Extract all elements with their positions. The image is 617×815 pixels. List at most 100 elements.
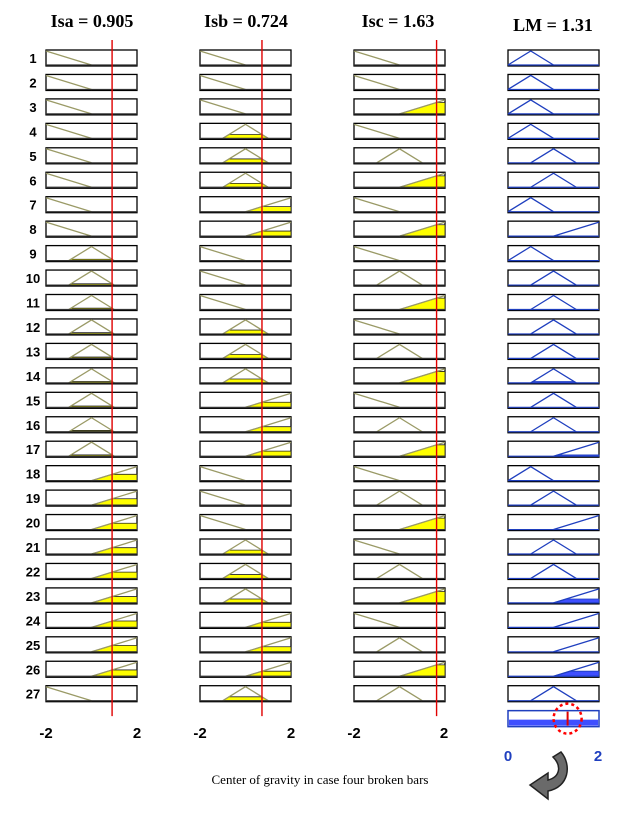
tick-isc-min: -2 bbox=[347, 725, 360, 742]
membership-curve bbox=[91, 588, 138, 604]
cell-box bbox=[507, 440, 600, 458]
membership-curve bbox=[353, 539, 400, 555]
cell-box bbox=[507, 513, 600, 532]
cell-box bbox=[199, 513, 292, 532]
membership-curve bbox=[353, 319, 400, 335]
membership-curve bbox=[353, 50, 400, 66]
cell-box bbox=[507, 489, 600, 507]
membership-curve bbox=[199, 99, 246, 115]
rule-cell bbox=[353, 342, 446, 361]
rule-cell bbox=[199, 587, 292, 605]
rule-cell bbox=[353, 464, 446, 483]
membership-curve bbox=[376, 637, 423, 653]
membership-curve bbox=[376, 490, 423, 506]
membership-curve bbox=[68, 441, 115, 457]
rule-cell bbox=[45, 147, 138, 165]
rule-cell bbox=[507, 367, 600, 385]
tick-isb-min: -2 bbox=[193, 725, 206, 742]
rule-cell bbox=[353, 244, 446, 263]
rule-cell bbox=[45, 562, 138, 581]
cell-box bbox=[45, 318, 138, 336]
rule-cell bbox=[353, 685, 446, 703]
membership-curve bbox=[68, 319, 115, 335]
tick-isa-max: 2 bbox=[133, 725, 141, 742]
rule-cell bbox=[507, 587, 600, 605]
rule-cell bbox=[199, 98, 292, 116]
cell-box bbox=[45, 416, 138, 434]
membership-curve bbox=[91, 612, 138, 628]
tick-lm-max: 2 bbox=[594, 748, 602, 765]
cell-box bbox=[45, 49, 138, 67]
membership-curve bbox=[530, 392, 577, 408]
membership-curve bbox=[68, 294, 115, 311]
rule-cell bbox=[507, 269, 600, 287]
cell-box bbox=[353, 611, 446, 629]
rule-label: 9 bbox=[29, 247, 36, 262]
cell-box bbox=[507, 367, 600, 385]
rule-cell bbox=[353, 98, 446, 116]
rule-label: 21 bbox=[26, 540, 40, 555]
membership-curve bbox=[376, 148, 423, 164]
rule-label: 10 bbox=[26, 271, 40, 286]
cell-box bbox=[199, 147, 292, 165]
membership-curve bbox=[199, 294, 246, 311]
membership-curve bbox=[91, 637, 138, 653]
cell-box bbox=[199, 49, 292, 67]
membership-curve bbox=[199, 270, 246, 286]
membership-curve bbox=[45, 123, 92, 139]
membership-curve bbox=[553, 221, 600, 237]
rule-label: 15 bbox=[26, 393, 40, 408]
membership-curve bbox=[399, 661, 446, 677]
input-value-markers bbox=[111, 40, 438, 717]
rule-cell bbox=[353, 391, 446, 409]
rule-label: 8 bbox=[29, 222, 36, 237]
rule-cell bbox=[45, 196, 138, 214]
cell-box bbox=[199, 367, 292, 385]
cell-box bbox=[507, 73, 600, 92]
rule-cell bbox=[199, 464, 292, 483]
rule-cell bbox=[45, 244, 138, 263]
rule-cell bbox=[199, 391, 292, 409]
rule-cell bbox=[199, 244, 292, 263]
cell-box bbox=[507, 98, 600, 116]
cell-box bbox=[199, 685, 292, 703]
membership-curve bbox=[553, 637, 600, 653]
membership-curve bbox=[222, 172, 269, 188]
membership-curve bbox=[353, 392, 400, 408]
membership-curve bbox=[68, 245, 115, 262]
rule-label: 20 bbox=[26, 516, 40, 531]
rule-cell bbox=[45, 73, 138, 92]
rule-cell bbox=[199, 293, 292, 312]
rule-cell bbox=[353, 318, 446, 336]
rule-cell bbox=[353, 171, 446, 189]
cell-box bbox=[507, 49, 600, 67]
rule-cell bbox=[507, 244, 600, 263]
membership-curve bbox=[399, 514, 446, 531]
rule-label: 22 bbox=[26, 564, 40, 579]
membership-curve bbox=[376, 343, 423, 359]
cell-box bbox=[45, 220, 138, 238]
cell-box bbox=[45, 269, 138, 287]
membership-curve bbox=[45, 148, 92, 164]
cell-box bbox=[353, 562, 446, 581]
curved-arrow-icon bbox=[528, 751, 569, 801]
rule-cell bbox=[199, 122, 292, 140]
rule-cell bbox=[45, 464, 138, 483]
rule-label: 1 bbox=[29, 51, 36, 66]
tick-isc-max: 2 bbox=[440, 725, 448, 742]
rule-cell bbox=[199, 660, 292, 678]
header-isa: Isa = 0.905 bbox=[51, 11, 134, 31]
rule-cell bbox=[507, 342, 600, 361]
cell-box bbox=[199, 318, 292, 336]
rule-cell bbox=[199, 562, 292, 581]
membership-curve bbox=[553, 514, 600, 531]
rule-cell bbox=[199, 489, 292, 507]
rule-cell bbox=[353, 513, 446, 532]
rule-cell bbox=[507, 147, 600, 165]
membership-curve bbox=[222, 539, 269, 555]
cell-box bbox=[199, 489, 292, 507]
cell-box bbox=[353, 318, 446, 336]
cell-box bbox=[353, 489, 446, 507]
rule-cell bbox=[45, 513, 138, 532]
rule-cell bbox=[507, 611, 600, 629]
